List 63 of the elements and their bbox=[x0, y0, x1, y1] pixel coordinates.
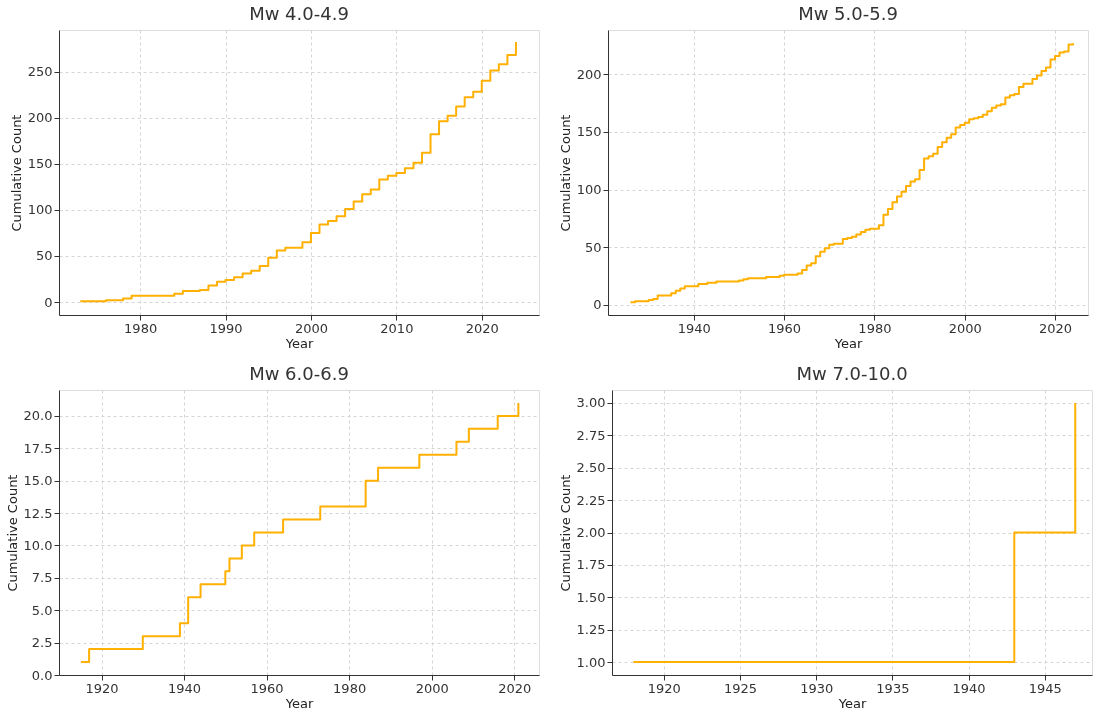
x-tick-label: 2020 bbox=[465, 320, 499, 336]
y-tick-label: 100 bbox=[27, 202, 53, 218]
x-axis-title: Year bbox=[284, 695, 314, 711]
x-tick-label: 1920 bbox=[85, 680, 119, 696]
y-tick-label: 1.25 bbox=[576, 622, 606, 638]
x-tick-label: 1945 bbox=[1028, 680, 1062, 696]
x-tick-label: 2000 bbox=[948, 320, 982, 336]
x-tick-label: 1925 bbox=[723, 680, 758, 696]
y-tick-label: 2.25 bbox=[576, 492, 606, 508]
x-tick-label: 1935 bbox=[876, 680, 910, 696]
y-tick-label: 1.00 bbox=[576, 654, 606, 670]
y-tick-label: 5.0 bbox=[31, 602, 53, 618]
y-tick-label: 150 bbox=[576, 124, 602, 140]
y-tick-label: 17.5 bbox=[23, 440, 53, 456]
x-tick-label: 1930 bbox=[800, 680, 834, 696]
x-tick-label: 2020 bbox=[1038, 320, 1073, 336]
y-tick-label: 50 bbox=[35, 248, 53, 264]
chart-title: Mw 6.0-6.9 bbox=[249, 363, 349, 384]
x-axis-title: Year bbox=[837, 695, 867, 711]
y-tick-label: 200 bbox=[576, 66, 602, 82]
y-tick-label: 100 bbox=[576, 182, 602, 198]
x-tick-label: 1940 bbox=[952, 680, 986, 696]
y-tick-label: 3.00 bbox=[576, 395, 606, 411]
x-axis-title: Year bbox=[284, 335, 314, 351]
y-tick-label: 250 bbox=[27, 64, 53, 79]
x-tick-label: 1980 bbox=[333, 680, 367, 696]
y-tick-label: 200 bbox=[27, 110, 53, 126]
y-tick-label: 2.5 bbox=[31, 635, 53, 651]
y-tick-label: 2.75 bbox=[576, 427, 606, 443]
y-tick-label: 50 bbox=[584, 239, 602, 255]
y-axis-title: Cumulative Count bbox=[4, 474, 20, 592]
x-tick-label: 2000 bbox=[415, 680, 449, 696]
x-tick-label: 1940 bbox=[677, 320, 711, 336]
y-tick-label: 0.0 bbox=[31, 667, 53, 683]
y-axis-title: Cumulative Count bbox=[557, 114, 573, 232]
x-tick-label: 1920 bbox=[647, 680, 681, 696]
y-tick-label: 0 bbox=[593, 297, 602, 313]
x-tick-label: 1980 bbox=[124, 320, 158, 336]
y-tick-label: 150 bbox=[27, 156, 53, 172]
chart-title: Mw 5.0-5.9 bbox=[798, 3, 898, 24]
y-tick-label: 2.00 bbox=[576, 525, 606, 540]
y-axis-title: Cumulative Count bbox=[8, 114, 24, 232]
x-tick-label: 2010 bbox=[380, 320, 414, 336]
y-tick-label: 12.5 bbox=[23, 505, 53, 521]
x-tick-label: 1960 bbox=[250, 680, 284, 696]
y-tick-label: 10.0 bbox=[23, 537, 53, 553]
y-tick-label: 15.0 bbox=[23, 473, 53, 489]
x-tick-label: 1940 bbox=[168, 680, 202, 696]
x-tick-label: 2000 bbox=[294, 320, 328, 336]
x-axis-title: Year bbox=[833, 335, 863, 351]
y-axis-title: Cumulative Count bbox=[557, 474, 573, 592]
x-tick-label: 1990 bbox=[209, 320, 243, 336]
chart-title: Mw 4.0-4.9 bbox=[249, 3, 349, 24]
y-tick-label: 1.75 bbox=[576, 557, 606, 573]
y-tick-label: 0 bbox=[44, 294, 53, 310]
y-tick-label: 20.0 bbox=[23, 408, 53, 424]
y-tick-label: 2.50 bbox=[576, 460, 606, 476]
x-tick-label: 1960 bbox=[768, 320, 802, 336]
y-tick-label: 1.50 bbox=[576, 589, 606, 605]
chart-title: Mw 7.0-10.0 bbox=[796, 363, 908, 384]
y-tick-label: 7.5 bbox=[31, 570, 53, 586]
x-tick-label: 1980 bbox=[858, 320, 892, 336]
x-tick-label: 2020 bbox=[498, 680, 532, 696]
